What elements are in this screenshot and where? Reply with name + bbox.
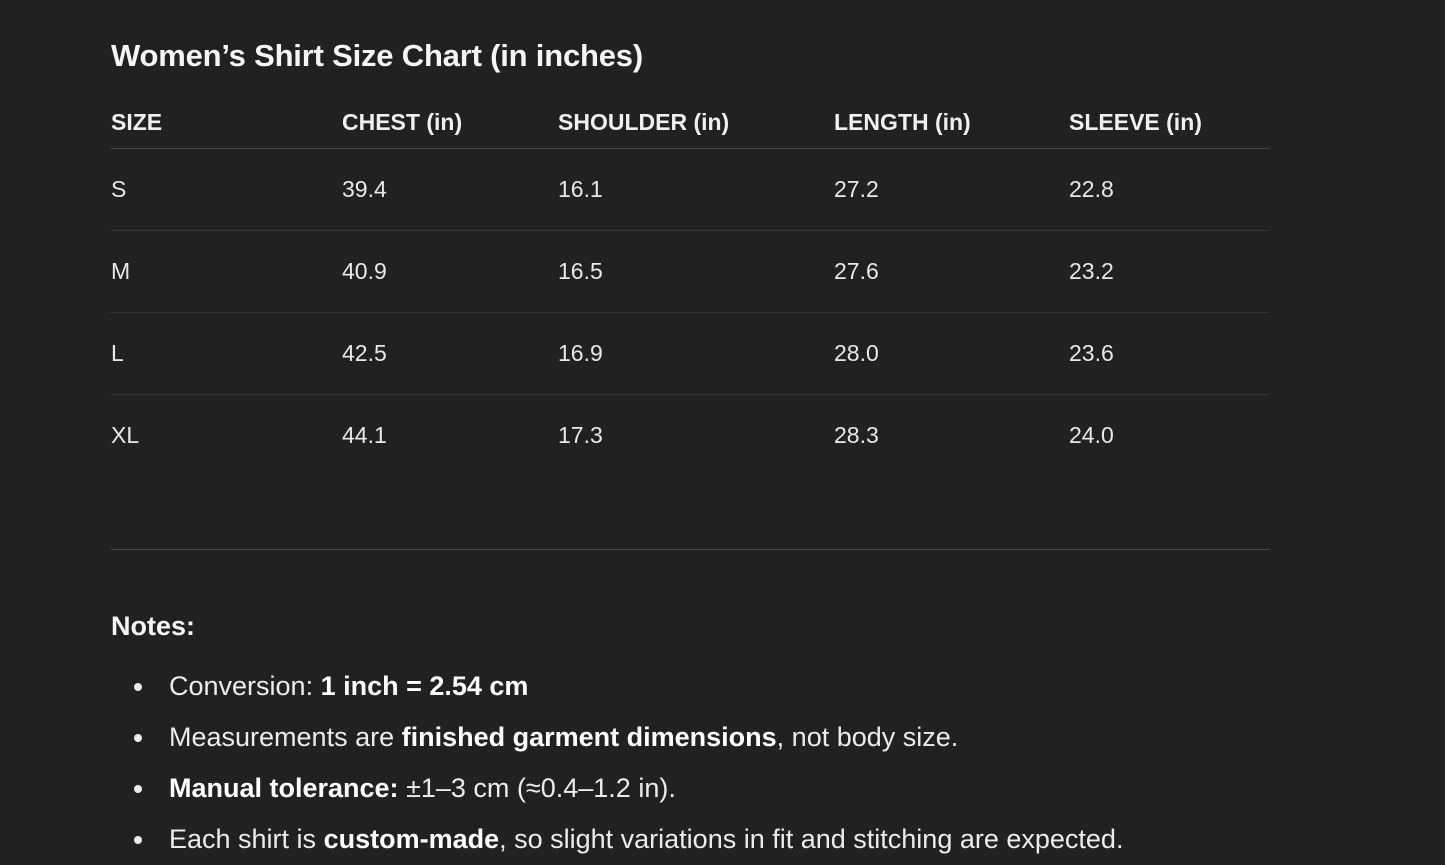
table-cell: 17.3 xyxy=(558,422,603,448)
table-cell: 24.0 xyxy=(1069,422,1114,448)
table-cell: M xyxy=(111,230,342,313)
table-cell: 16.9 xyxy=(558,312,834,395)
table-cell: 39.4 xyxy=(342,148,558,231)
note-item: Measurements are finished garment dimens… xyxy=(133,712,1123,763)
divider xyxy=(111,549,1269,550)
note-bold-text: 1 inch = 2.54 cm xyxy=(320,671,529,701)
table-cell: 28.3 xyxy=(834,422,879,448)
table-row: XL 44.1 17.3 28.3 24.0 xyxy=(111,395,1269,477)
notes-list: Conversion: 1 inch = 2.54 cm Measurements… xyxy=(111,661,1123,865)
note-text: Measurements are xyxy=(169,722,402,752)
table-cell: 16.1 xyxy=(558,148,834,231)
note-text: , not body size. xyxy=(776,722,959,752)
table-cell: 27.6 xyxy=(834,230,1069,313)
table-cell: 22.8 xyxy=(1069,148,1269,231)
table-header-row: SIZE CHEST (in) SHOULDER (in) LENGTH (in… xyxy=(111,96,1269,149)
notes-heading: Notes: xyxy=(111,611,196,641)
table-row: L 42.5 16.9 28.0 23.6 xyxy=(111,312,1269,395)
note-text: Conversion: xyxy=(169,671,321,701)
note-item: Each shirt is custom-made, so slight var… xyxy=(133,814,1124,865)
table-cell: 23.6 xyxy=(1069,312,1269,395)
size-chart-table: SIZE CHEST (in) SHOULDER (in) LENGTH (in… xyxy=(111,96,1269,476)
table-row: M 40.9 16.5 27.6 23.2 xyxy=(111,230,1269,313)
table-cell: 28.0 xyxy=(834,312,1069,395)
note-text: Each shirt is xyxy=(169,824,324,854)
table-cell: L xyxy=(111,312,342,395)
note-item: Manual tolerance: ±1–3 cm (≈0.4–1.2 in). xyxy=(133,763,1123,814)
table-cell: S xyxy=(111,148,342,231)
note-bold-text: custom-made xyxy=(323,824,500,854)
column-header-length: LENGTH (in) xyxy=(834,96,1069,149)
column-header-chest: CHEST (in) xyxy=(342,96,558,149)
column-header-sleeve: SLEEVE (in) xyxy=(1069,96,1269,149)
table-row: S 39.4 16.1 27.2 22.8 xyxy=(111,148,1269,231)
note-text: , so slight variations in fit and stitch… xyxy=(499,824,1124,854)
table-cell: 44.1 xyxy=(342,422,387,448)
table-cell: 23.2 xyxy=(1069,230,1269,313)
note-bold-text: finished garment dimensions xyxy=(401,722,777,752)
table-cell: 27.2 xyxy=(834,148,1069,231)
note-bold-text: Manual tolerance: xyxy=(169,773,399,803)
note-item: Conversion: 1 inch = 2.54 cm xyxy=(133,661,1123,712)
table-cell: XL xyxy=(111,422,140,448)
column-header-shoulder: SHOULDER (in) xyxy=(558,96,834,149)
table-cell: 40.9 xyxy=(342,230,558,313)
table-cell: 16.5 xyxy=(558,230,834,313)
column-header-size: SIZE xyxy=(111,96,342,149)
page-title: Women’s Shirt Size Chart (in inches) xyxy=(111,38,643,73)
table-cell: 42.5 xyxy=(342,312,558,395)
note-text: ±1–3 cm (≈0.4–1.2 in). xyxy=(398,773,676,803)
